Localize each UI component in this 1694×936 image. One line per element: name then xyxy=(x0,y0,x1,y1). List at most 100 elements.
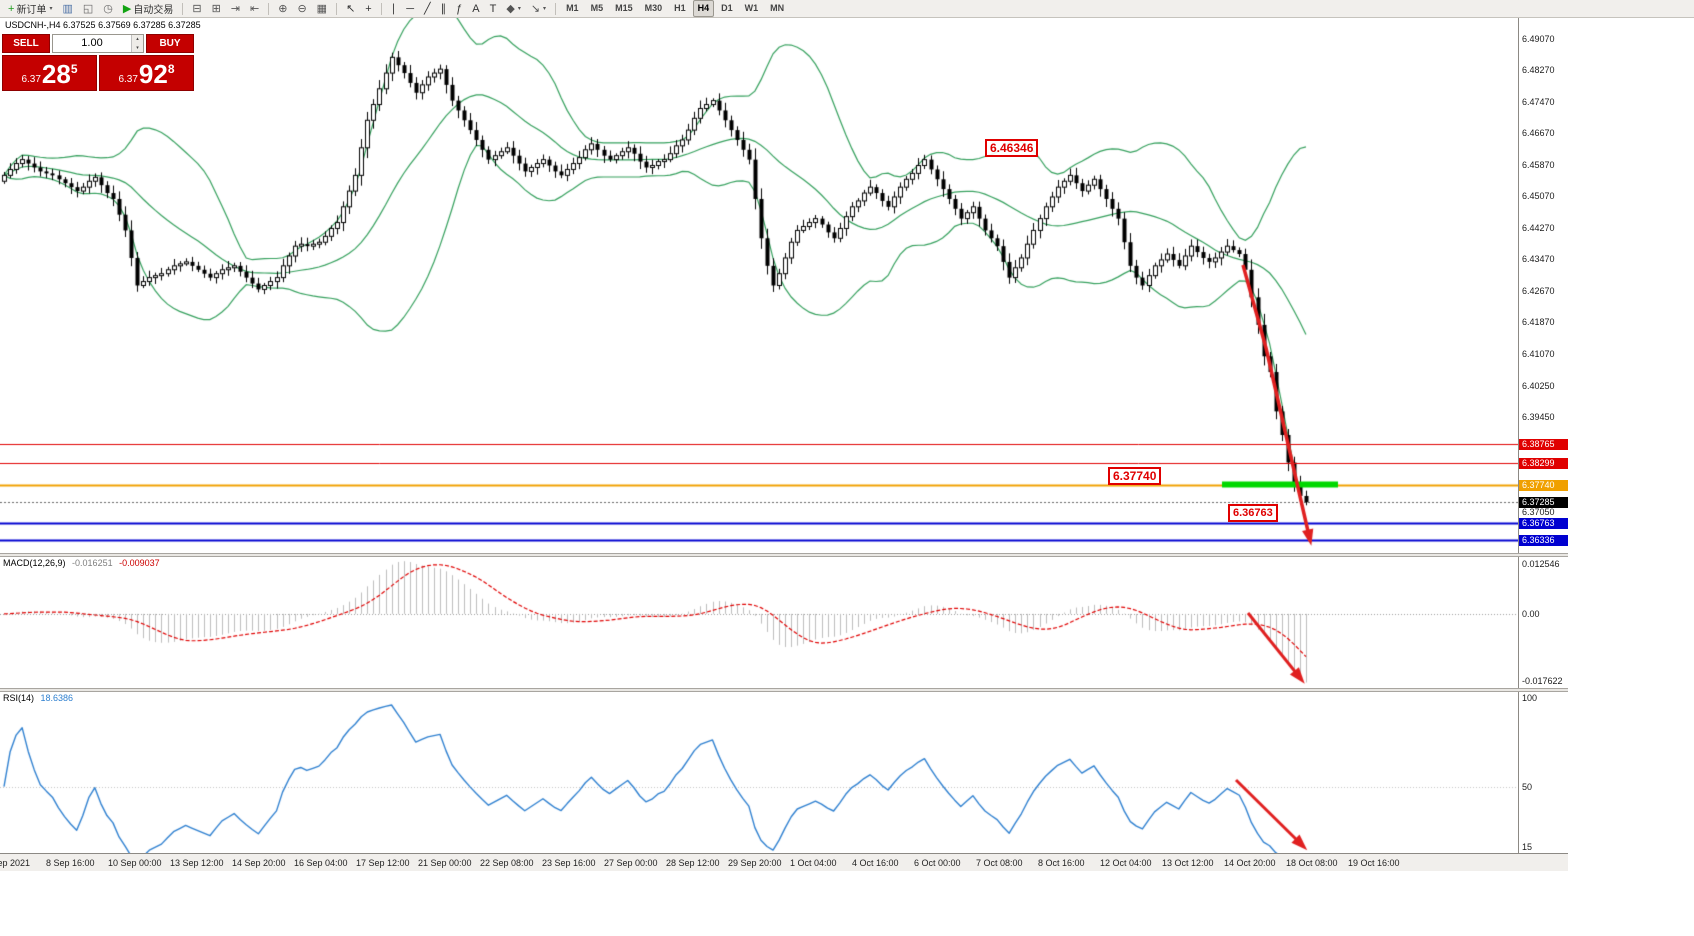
auto-scroll-button[interactable]: ⇥ xyxy=(227,0,244,18)
dropdown-caret-icon: ▾ xyxy=(517,6,521,12)
price-scale-marker: 6.36336 xyxy=(1519,534,1568,546)
chart-window-button[interactable]: ▥ xyxy=(58,0,76,18)
macd-name: MACD(12,26,9) xyxy=(3,558,66,568)
time-axis-label: 23 Sep 16:00 xyxy=(542,858,596,868)
time-axis-label: 14 Sep 20:00 xyxy=(232,858,286,868)
chart-ohlc-values: 6.37525 6.37569 6.37285 6.37285 xyxy=(63,20,201,30)
time-axis-label: 22 Sep 08:00 xyxy=(480,858,534,868)
time-axis-label: 8 Sep 2021 xyxy=(0,858,31,868)
lot-size-value: 1.00 xyxy=(81,37,103,49)
price-scale-label: 6.45070 xyxy=(1522,191,1555,202)
macd-scale[interactable]: 0.012546 0.00 -0.017622 xyxy=(1518,557,1568,688)
crosshair-button[interactable]: + xyxy=(361,0,375,18)
macd-canvas[interactable] xyxy=(0,557,1518,688)
lot-size-field[interactable]: 1.00 ▴ ▾ xyxy=(52,34,144,53)
chart-title: USDCNH-,H4 6.37525 6.37569 6.37285 6.372… xyxy=(2,19,204,31)
price-chart-canvas[interactable] xyxy=(0,18,1518,553)
zoom-in-button[interactable]: ⊕ xyxy=(274,0,291,18)
new-order-button-label: 新订单 xyxy=(16,5,47,16)
rsi-indicator-label: RSI(14) 18.6386 xyxy=(3,693,77,703)
lot-increase-button[interactable]: ▴ xyxy=(132,35,143,44)
dropdown-caret-icon: ▾ xyxy=(543,6,547,12)
zoom-out-button[interactable]: ⊖ xyxy=(293,0,310,18)
rsi-panel: RSI(14) 18.6386 100 50 15 xyxy=(0,692,1568,853)
text-label-button[interactable]: T xyxy=(486,0,501,18)
chart-window: USDCNH-,H4 6.37525 6.37569 6.37285 6.372… xyxy=(0,18,1568,871)
chart-shift-button[interactable]: ⇤ xyxy=(246,0,263,18)
time-axis-label: 16 Sep 04:00 xyxy=(294,858,348,868)
autotrade-button-label: 自动交易 xyxy=(133,5,174,16)
price-scale-marker: 6.37285 xyxy=(1519,497,1568,509)
timeframe-h4-button[interactable]: H4 xyxy=(692,0,715,17)
timeframe-m15-button[interactable]: M15 xyxy=(615,3,633,13)
price-scale-label: 6.39450 xyxy=(1522,412,1555,423)
fibonacci-button[interactable]: ƒ xyxy=(452,0,466,18)
price-tag[interactable]: 6.46346 xyxy=(985,139,1039,157)
arrows-icon: ↘ xyxy=(530,2,541,15)
timeframe-m5-button[interactable]: M5 xyxy=(590,3,604,13)
text-button[interactable]: A xyxy=(468,0,483,18)
scale-decrease-icon: ⊟ xyxy=(192,2,202,15)
timeframe-h1-button[interactable]: H1 xyxy=(674,3,686,13)
crosshair-icon: + xyxy=(365,2,372,15)
time-axis[interactable]: 8 Sep 2021 8 Sep 16:00 10 Sep 00:00 13 Sep … xyxy=(0,853,1568,871)
profiles-icon: ◱ xyxy=(82,2,94,15)
price-scale-marker: 6.38299 xyxy=(1519,457,1568,469)
price-scale-marker: 6.36763 xyxy=(1519,517,1568,529)
time-axis-label: 27 Sep 00:00 xyxy=(604,858,658,868)
price-tag[interactable]: 6.37740 xyxy=(1108,467,1162,485)
lot-decrease-button[interactable]: ▾ xyxy=(132,43,143,52)
sell-button[interactable]: SELL xyxy=(2,34,50,53)
macd-panel: MACD(12,26,9) -0.016251 -0.009037 0.0125… xyxy=(0,557,1568,688)
scale-increase-button[interactable]: ⊞ xyxy=(208,0,225,18)
panel-divider-macd[interactable] xyxy=(0,553,1568,557)
rsi-scale[interactable]: 100 50 15 xyxy=(1518,692,1568,853)
panel-divider-rsi[interactable] xyxy=(0,688,1568,692)
vertical-line-button[interactable]: ∣ xyxy=(387,0,401,18)
dropdown-caret-icon: ▾ xyxy=(49,6,53,12)
timeframe-d1-button[interactable]: D1 xyxy=(721,3,733,13)
clock-icon: ◷ xyxy=(103,2,113,15)
macd-scale-label: 0.012546 xyxy=(1522,559,1560,569)
macd-scale-label: 0.00 xyxy=(1522,608,1540,619)
fibonacci-icon: ƒ xyxy=(456,2,463,15)
timeframe-m30-button[interactable]: M30 xyxy=(644,3,663,13)
tile-windows-button[interactable]: ▦ xyxy=(313,0,331,18)
price-scale-label: 6.45870 xyxy=(1522,159,1555,170)
chart-window-icon: ▥ xyxy=(62,2,73,15)
toolbar-separator xyxy=(182,2,184,15)
time-axis-label: 8 Sep 16:00 xyxy=(46,858,95,868)
time-axis-label: 8 Oct 16:00 xyxy=(1038,858,1085,868)
trendline-button[interactable]: ╱ xyxy=(420,0,435,18)
price-tag[interactable]: 6.36763 xyxy=(1228,504,1278,522)
toolbar-separator xyxy=(268,2,270,15)
time-axis-label: 4 Oct 16:00 xyxy=(852,858,899,868)
timeframe-m1-button[interactable]: M1 xyxy=(566,3,579,13)
buy-price-display[interactable]: 6.37 92 8 xyxy=(99,55,194,91)
time-axis-label: 1 Oct 04:00 xyxy=(790,858,837,868)
sell-price-display[interactable]: 6.37 28 5 xyxy=(2,55,97,91)
macd-signal-value: -0.009037 xyxy=(119,558,160,568)
time-axis-label: 13 Sep 12:00 xyxy=(170,858,224,868)
vertical-line-icon: ∣ xyxy=(390,2,397,15)
horizontal-line-button[interactable]: ─ xyxy=(402,0,418,18)
cursor-button[interactable]: ↖ xyxy=(342,0,359,18)
buy-button[interactable]: BUY xyxy=(146,34,194,53)
timeframe-mn-button[interactable]: MN xyxy=(770,3,785,13)
clock-button[interactable]: ◷ xyxy=(99,0,117,18)
arrows-button[interactable]: ↘ ▾ xyxy=(527,0,550,18)
buy-price-prefix: 6.37 xyxy=(118,74,138,85)
toolbar: + 新订单 ▾ ▥ ◱ ◷ ▶ 自动交易 ⊟ ⊞ ⇥ ⇤ ⊕ ⊖ ▦ ↖ + ∣ ─ ╱ ∥ ƒ A T ◆ ▾ ↘ ▾ M1 M5 M15… xyxy=(0,0,1694,18)
price-scale[interactable]: 6.49070 6.48270 6.47470 6.46670 6.45870 6.450… xyxy=(1518,18,1568,553)
autotrade-button[interactable]: ▶ 自动交易 xyxy=(119,0,177,18)
price-scale-label: 6.44270 xyxy=(1522,222,1555,233)
scale-decrease-button[interactable]: ⊟ xyxy=(188,0,205,18)
shapes-button[interactable]: ◆ ▾ xyxy=(502,0,524,18)
timeframe-w1-button[interactable]: W1 xyxy=(744,3,759,13)
rsi-name: RSI(14) xyxy=(3,693,35,703)
price-scale-marker: 6.37740 xyxy=(1519,479,1568,491)
new-order-button[interactable]: + 新订单 ▾ xyxy=(4,0,56,18)
rsi-canvas[interactable] xyxy=(0,692,1518,853)
channel-button[interactable]: ∥ xyxy=(437,0,451,18)
profiles-button[interactable]: ◱ xyxy=(79,0,97,18)
